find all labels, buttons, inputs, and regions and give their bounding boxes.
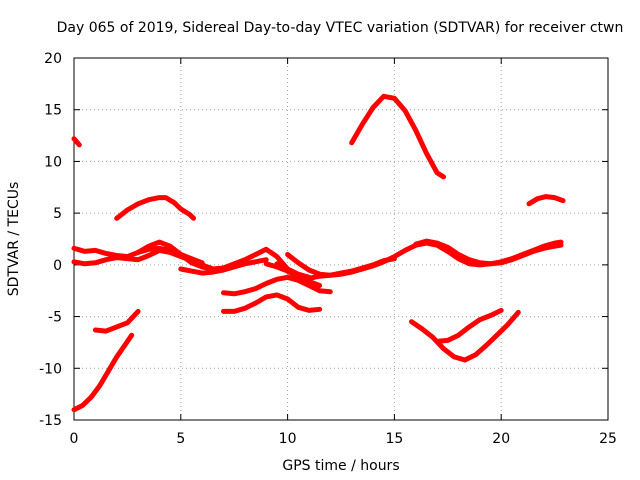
y-tick-label: 10 [44,154,62,170]
series-track-18 [526,194,566,207]
series-track-12 [221,274,333,297]
x-tick-label: 20 [492,431,510,447]
x-tick-label: 10 [279,431,297,447]
y-tick-label: 15 [44,103,62,119]
chart-title: Day 065 of 2019, Sidereal Day-to-day VTE… [57,20,624,36]
series-track-2 [71,332,135,413]
series-track-15 [349,93,446,180]
x-tick-label: 25 [599,431,617,447]
series-track-13 [221,292,323,314]
y-tick-label: 0 [53,258,62,274]
plot-frame [73,57,609,421]
series-track-8 [178,257,269,276]
y-tick-label: -5 [48,310,62,326]
series-track-14 [263,261,323,288]
x-tick-label: 5 [176,431,185,447]
data-tracks [71,93,566,413]
series-track-1 [71,136,82,148]
y-axis-label: SDTVAR / TECUs [6,182,22,297]
y-tick-label: -10 [39,361,62,377]
y-tick-label: 20 [44,51,62,67]
x-tick-label: 0 [70,431,79,447]
tick-labels: 0 5 10 15 20 25 -15 -10 -5 0 5 10 15 20 [39,51,617,447]
series-track-4 [114,195,197,221]
series-track-11 [413,238,564,267]
x-tick-label: 15 [385,431,403,447]
series-track-3 [92,308,141,334]
y-tick-label: 5 [53,206,62,222]
y-tick-label: -15 [39,413,62,429]
series-track-16 [409,309,521,363]
axis-ticks [73,57,609,421]
gridlines [74,58,608,420]
x-axis-label: GPS time / hours [282,458,399,474]
series-track-17 [434,307,504,344]
